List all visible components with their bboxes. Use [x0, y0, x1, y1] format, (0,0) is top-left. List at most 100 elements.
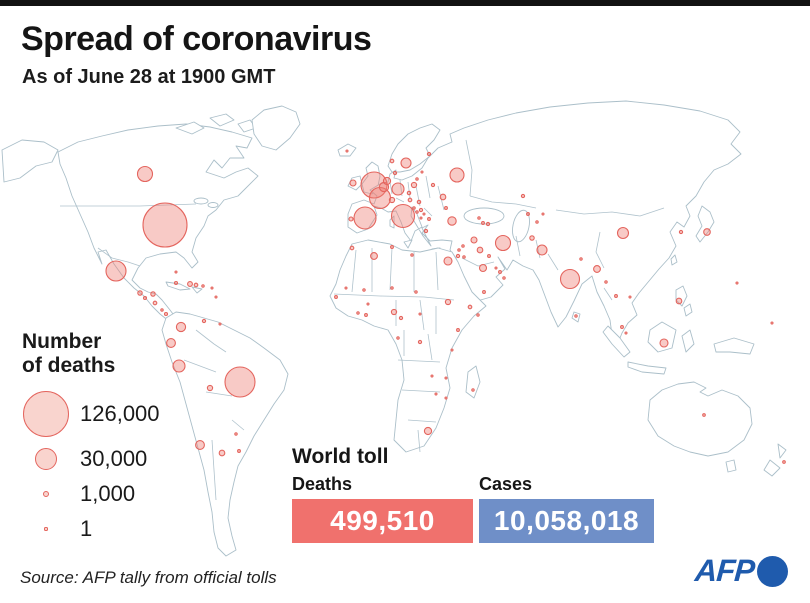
- bubble-iran: [494, 234, 512, 252]
- legend-size-circle: [35, 448, 57, 471]
- bubble-thailand: [614, 294, 618, 298]
- bubble-el-salvador: [142, 295, 148, 301]
- bubble-bolivia: [206, 384, 214, 392]
- bubble-greece: [423, 228, 429, 234]
- bubble-paraguay: [234, 432, 238, 436]
- bubble-afghanistan: [529, 235, 535, 241]
- bubble-guadeloupe: [210, 286, 214, 290]
- bubble-jordan: [462, 255, 466, 259]
- bubble-georgia: [477, 216, 481, 220]
- bubble-bahamas: [174, 270, 178, 274]
- bubble-gabon: [396, 336, 400, 340]
- bubble-israel: [455, 253, 461, 259]
- bubble-venezuela: [201, 318, 207, 324]
- bubble-albania: [419, 216, 423, 220]
- bubble-finland: [426, 151, 432, 157]
- bubble-honduras: [150, 291, 156, 297]
- bubble-pakistan: [536, 244, 548, 256]
- bubble-cuba: [173, 280, 179, 286]
- bubble-tanzania: [450, 348, 454, 352]
- deaths-value-box: 499,510: [292, 499, 473, 543]
- legend-item-1: 1: [16, 516, 226, 542]
- bubble-argentina: [218, 449, 226, 457]
- bubble-chad: [414, 290, 418, 294]
- bubble-senegal: [334, 295, 338, 299]
- legend-value-label: 126,000: [80, 401, 160, 427]
- bubble-cameroon: [398, 315, 404, 321]
- bubble-netherlands: [382, 176, 392, 186]
- bubble-kuwait: [487, 254, 491, 258]
- bubble-central-african-rep: [418, 312, 422, 316]
- bubble-turkey: [470, 236, 478, 244]
- bubble-ghana: [364, 313, 368, 317]
- bubble-mozambique: [444, 396, 448, 400]
- bubble-tunisia: [390, 245, 394, 249]
- world-toll-panel: World toll Deaths 499,510 Cases 10,058,0…: [292, 445, 654, 543]
- bubble-lithuania: [415, 177, 419, 181]
- bubble-canada: [136, 165, 154, 183]
- cases-value-box: 10,058,018: [479, 499, 654, 543]
- bubble-puerto-rico: [201, 284, 205, 288]
- bubbles-layer: [105, 149, 786, 464]
- bubble-switzerland: [388, 196, 396, 204]
- bubble-serbia: [418, 207, 424, 213]
- bubble-sudan: [444, 298, 452, 306]
- legend-item-1000: 1,000: [16, 481, 226, 507]
- bubble-colombia: [175, 321, 187, 333]
- legend-value-label: 1: [80, 516, 93, 542]
- bubble-norway: [389, 158, 395, 164]
- bubble-ecuador: [166, 338, 176, 348]
- bubble-japan: [703, 228, 711, 236]
- bubble-kenya: [456, 328, 460, 332]
- afp-logo-globe-icon: [757, 555, 788, 587]
- bubble-poland: [410, 181, 418, 189]
- bubble-algeria: [370, 252, 378, 260]
- bubble-lebanon: [457, 248, 461, 252]
- bubble-saudi-arabia: [478, 263, 488, 273]
- bubble-australia: [702, 413, 706, 417]
- bubble-estonia: [420, 170, 424, 174]
- bubble-bangladesh: [593, 265, 601, 273]
- bubble-ivory-coast: [356, 311, 360, 315]
- bubble-somalia: [476, 313, 480, 317]
- legend-size-circle: [42, 490, 50, 498]
- top-bar: [0, 0, 810, 6]
- bubble-libya: [410, 253, 414, 257]
- bubble-spain: [353, 206, 377, 230]
- bubble-guatemala: [137, 290, 143, 296]
- cases-label: Cases: [479, 474, 533, 494]
- bubble-myanmar: [604, 280, 608, 284]
- bubble-trinidad: [214, 295, 218, 299]
- deaths-legend: Number of deaths 126,000 30,000 1,000 1: [16, 330, 226, 551]
- bubble-morocco: [349, 245, 355, 251]
- bubble-nicaragua: [152, 300, 158, 306]
- bubble-nepal: [579, 257, 583, 261]
- bubble-chile: [195, 440, 205, 450]
- bubble-philippines: [675, 297, 683, 305]
- bubble-malaysia: [620, 325, 624, 329]
- bubble-china: [616, 226, 630, 240]
- bubble-sweden: [400, 157, 412, 169]
- legend-size-circle: [23, 391, 69, 438]
- bubble-usa: [142, 202, 188, 248]
- bubble-hungary: [416, 199, 422, 205]
- page-title: Spread of coronavirus: [21, 20, 372, 58]
- bubble-peru: [172, 359, 186, 373]
- bubble-madagascar: [471, 388, 475, 392]
- bubble-ireland: [349, 179, 357, 187]
- bubble-panama: [163, 311, 169, 317]
- page-subtitle: As of June 28 at 1900 GMT: [22, 66, 276, 88]
- afp-logo: AFP: [694, 553, 788, 589]
- source-credit: Source: AFP tally from official tolls: [20, 568, 277, 587]
- bubble-guyana: [218, 322, 222, 326]
- bubble-singapore: [624, 331, 628, 335]
- bubble-nigeria: [390, 308, 398, 316]
- bubble-costa-rica: [160, 308, 164, 312]
- bubble-indonesia: [659, 338, 669, 348]
- bubble-croatia: [412, 206, 416, 210]
- bubble-kyrgyzstan: [541, 212, 545, 216]
- bubble-italy: [390, 203, 416, 229]
- legend-items: 126,000 30,000 1,000 1: [16, 391, 226, 542]
